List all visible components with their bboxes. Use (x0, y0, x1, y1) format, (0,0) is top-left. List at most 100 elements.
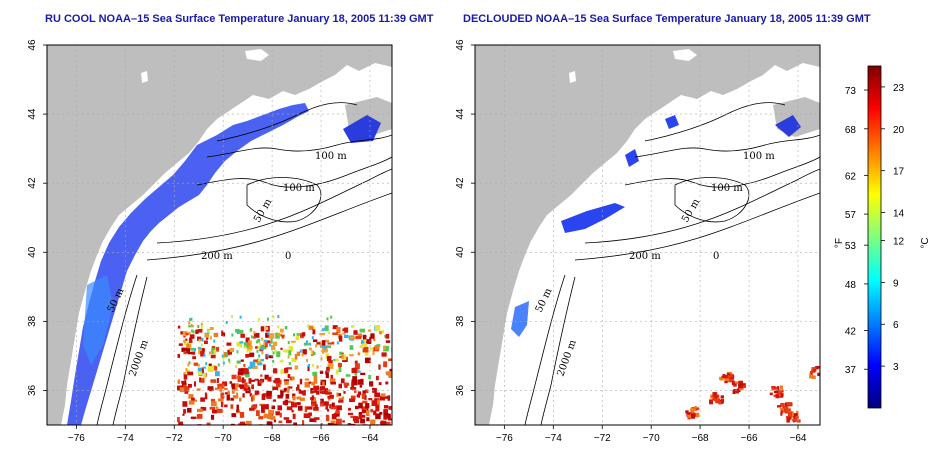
sst-pixel (250, 328, 253, 332)
sst-pixel (309, 342, 312, 346)
sst-pixel (190, 323, 193, 327)
sst-pixel (284, 367, 289, 373)
sst-pixel (312, 371, 318, 376)
sst-pixel (185, 368, 188, 372)
sst-pixel (188, 361, 191, 365)
sst-pixel (288, 346, 294, 352)
sst-pixel (293, 402, 297, 407)
sst-pixel (313, 375, 318, 380)
sst-pixel (723, 374, 728, 378)
sst-pixel (365, 410, 370, 417)
sst-pixel (253, 332, 260, 338)
sst-pixel (335, 410, 340, 414)
sst-pixel (385, 340, 391, 343)
sst-pixel (190, 348, 197, 351)
sst-pixel (709, 399, 713, 405)
sst-pixel (226, 394, 230, 401)
sst-pixel (245, 372, 250, 378)
sst-pixel (261, 407, 265, 413)
sst-pixel (365, 389, 369, 394)
sst-pixel (333, 423, 338, 425)
sst-pixel (324, 346, 327, 350)
sst-pixel (322, 388, 329, 395)
sst-pixel (270, 415, 276, 420)
sst-pixel (321, 328, 324, 332)
sst-pixel (210, 398, 216, 403)
sst-pixel (811, 375, 816, 379)
sst-pixel (296, 402, 301, 405)
sst-pixel (328, 360, 333, 364)
sst-pixel (178, 421, 184, 425)
sst-pixel (266, 421, 273, 425)
sst-pixel (341, 355, 345, 359)
sst-pixel (815, 367, 819, 370)
sst-pixel (299, 378, 303, 385)
sst-pixel (197, 346, 202, 349)
contour-label: 200 m (201, 251, 233, 262)
sst-pixel (352, 376, 357, 380)
land-mass (475, 45, 820, 425)
sst-pixel (244, 382, 248, 388)
sst-pixel (291, 340, 296, 343)
sst-pixel (264, 342, 268, 348)
sst-pixel (810, 371, 814, 374)
sst-pixel (357, 393, 361, 398)
sst-pixel (358, 411, 363, 417)
sst-pixel (254, 378, 259, 381)
cold-sst-band (67, 103, 309, 425)
sst-pixel (187, 371, 194, 376)
sst-pixel (248, 378, 252, 384)
sst-pixel (188, 383, 192, 388)
cold-sst-patch (775, 115, 801, 137)
sst-pixel (265, 332, 269, 338)
sst-pixel (251, 379, 256, 382)
lat-tick-label: 36 (455, 384, 466, 396)
sst-pixel (296, 396, 302, 400)
sst-pixel (256, 349, 259, 353)
sst-pixel (289, 376, 295, 381)
sst-pixel (200, 378, 205, 383)
sst-pixel (291, 357, 297, 363)
sst-pixel (258, 358, 261, 362)
sst-pixel (316, 342, 321, 345)
sst-pixel (201, 367, 204, 374)
sst-pixel (320, 423, 323, 425)
sst-pixel (261, 351, 264, 355)
sst-pixel (358, 414, 363, 420)
sst-pixel (271, 405, 276, 410)
lat-tick-label: 42 (27, 177, 38, 189)
fahrenheit-tick-label: 73 (845, 86, 857, 97)
sst-pixel (249, 352, 255, 357)
celsius-tick-label: 12 (893, 236, 905, 247)
sst-pixel (225, 320, 228, 324)
lon-tick-label: −70 (643, 433, 660, 444)
fahrenheit-tick-label: 37 (845, 365, 857, 376)
sst-pixel (187, 363, 190, 367)
sst-pixel (362, 400, 368, 404)
sst-pixel (787, 416, 792, 420)
sst-pixel (261, 393, 266, 400)
sst-pixel (372, 349, 375, 356)
sst-pixel (185, 369, 190, 374)
sst-pixel (374, 345, 380, 350)
sst-pixel (285, 371, 288, 375)
sst-pixel (323, 401, 329, 406)
sst-pixel (283, 379, 289, 382)
sst-pixel (236, 409, 239, 413)
sst-pixel (292, 413, 296, 419)
sst-pixel (370, 419, 376, 423)
sst-pixel (197, 328, 203, 333)
sst-pixel (349, 336, 356, 340)
lon-tick-label: −68 (264, 433, 281, 444)
sst-pixel (247, 386, 251, 391)
sst-pixel (210, 414, 215, 420)
sst-pixel (325, 370, 330, 373)
sst-pixel (388, 358, 392, 362)
sst-pixel (313, 385, 320, 391)
sst-pixel (694, 405, 697, 408)
sst-pixel (304, 406, 308, 413)
sst-pixel (342, 328, 346, 332)
sst-pixel (223, 388, 228, 391)
sst-pixel (250, 335, 253, 339)
sst-pixel (258, 416, 264, 420)
